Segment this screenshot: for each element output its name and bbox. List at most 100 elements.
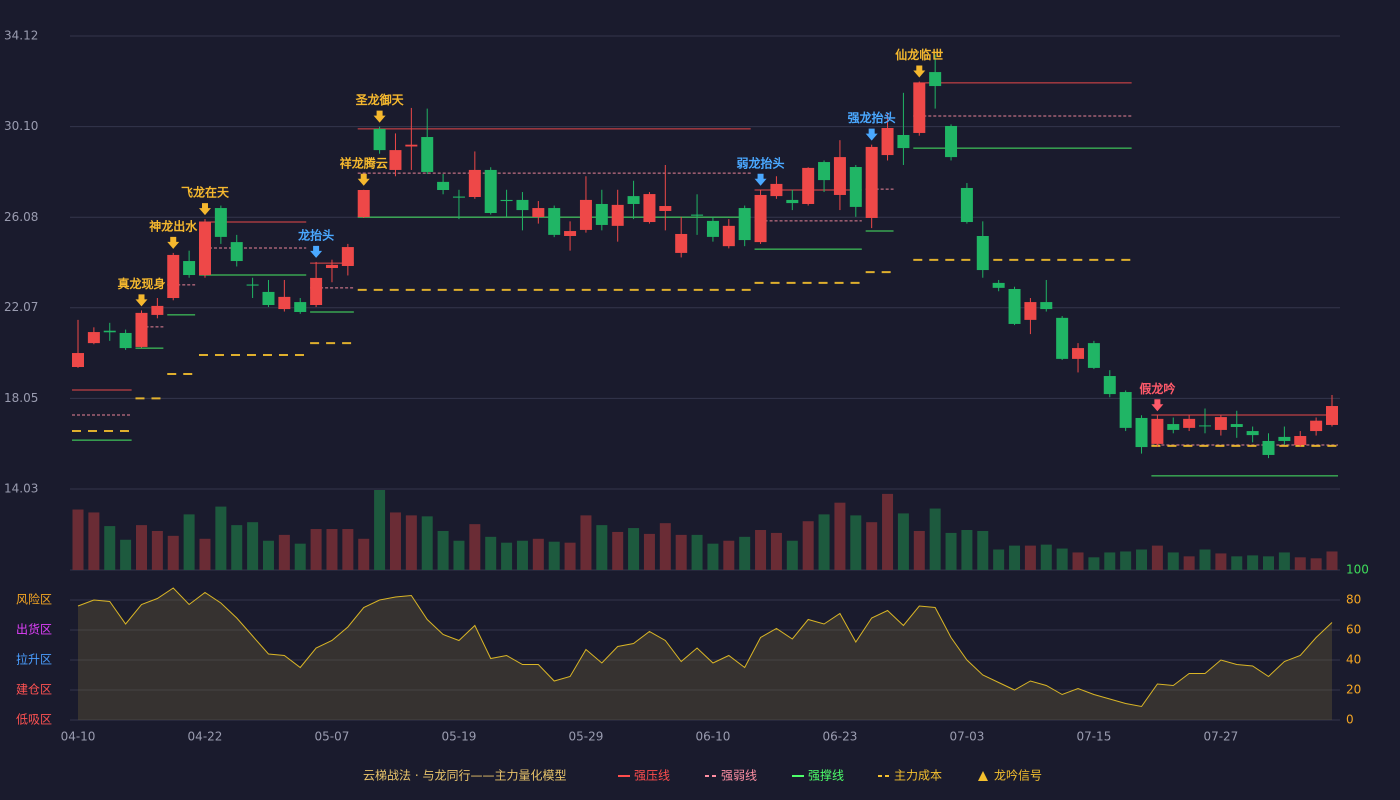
volume-bar [469,524,481,570]
candle-body [452,196,465,198]
candle-body [881,127,894,156]
y2-tick-label: 20 [1346,683,1361,697]
legend-label: 主力成本 [894,769,942,783]
candle-body [897,134,910,149]
y-tick-label: 26.08 [4,210,38,224]
candle-body [72,353,84,368]
volume-bar [1167,552,1179,570]
candle-body [183,261,196,276]
legend-label: 强弱线 [721,769,757,783]
candle-body [706,220,719,237]
candle-body [992,282,1005,288]
signal-label: 神龙出水 [149,218,198,233]
signal-arrow [865,128,878,141]
candle-body [1151,418,1164,444]
candle-body [468,169,481,197]
volume-bar [786,540,798,570]
volume-bar [516,540,528,570]
candle-body [595,203,608,225]
volume-bar [1231,556,1243,570]
volume-bar [1040,544,1052,570]
volume-bar [850,515,862,570]
volume-bar [691,534,703,570]
y2-tick-label: 100 [1346,563,1369,577]
x-tick-label: 05-19 [442,730,477,744]
candle-body [754,194,767,243]
y-tick-label: 30.10 [4,119,38,133]
y-tick-label: 22.07 [4,300,38,314]
volume-bar [755,530,767,570]
volume-bar [659,523,671,570]
x-tick-label: 05-29 [569,730,604,744]
candle-body [532,208,545,218]
candle-body [1199,425,1212,427]
candle-body [849,167,862,207]
zone-label: 建仓区 [16,683,52,697]
volume-bar [707,543,719,570]
signal-arrow [167,236,180,249]
zone-label: 出货区 [16,622,52,637]
volume-bar [1326,551,1338,570]
candle-body [341,247,354,266]
volume-bar [1310,558,1322,570]
volume-bar [897,513,909,570]
volume-bar [342,529,354,570]
volume-bar [882,493,894,570]
volume-bar [199,538,211,570]
candle-body [548,208,561,235]
candle-body [278,296,291,310]
candle-body [1008,288,1021,324]
candle-body [945,125,958,158]
candle-body [770,183,783,197]
volume-bar [1056,548,1068,570]
volume-bar [278,534,290,570]
volume-bar [818,514,830,570]
candle-body [976,236,989,271]
candle-body [1072,348,1085,359]
candle-body [1056,317,1069,359]
candle-body [87,332,100,344]
volume-bar [643,533,655,570]
signal-label: 圣龙御天 [355,92,405,107]
y-tick-label: 18.05 [4,391,38,405]
indicator-area [78,588,1332,720]
volume-bar [580,515,592,570]
signal-label: 真龙现身 [117,276,165,291]
volume-bar [135,525,147,570]
volume-bar [453,540,465,570]
signal-arrow [754,173,767,186]
candle-body [151,305,164,315]
volume-bar [1072,552,1084,570]
candle-body [643,194,656,223]
x-tick-label: 07-15 [1076,730,1111,744]
volume-bar [1088,557,1100,570]
signal-label: 强龙抬头 [848,110,896,125]
y-tick-label: 14.03 [4,482,38,496]
candle-body [198,222,211,276]
volume-bar [739,536,751,570]
candle-body [1183,418,1196,428]
volume-bar [421,516,433,570]
volume-bar [262,540,274,570]
legend-label: 强撑线 [808,768,844,783]
volume-bar [247,522,259,570]
volume-bar [437,530,449,570]
candle-body [103,330,116,333]
candle-body [421,137,434,172]
candle-body [246,284,259,286]
candle-body [1119,392,1132,428]
candle-body [611,204,624,226]
candle-body [818,162,831,181]
volume-bar [564,542,576,570]
volume-bar [1263,556,1275,570]
volume-bar [485,536,497,570]
volume-bar [1009,545,1021,570]
volume-bar [977,530,989,570]
candle-body [1103,376,1116,395]
volume-bar [215,506,227,570]
x-tick-label: 07-03 [949,730,984,744]
volume-bar [1136,549,1148,570]
volume-bar [1120,551,1132,570]
volume-bar [183,514,195,570]
